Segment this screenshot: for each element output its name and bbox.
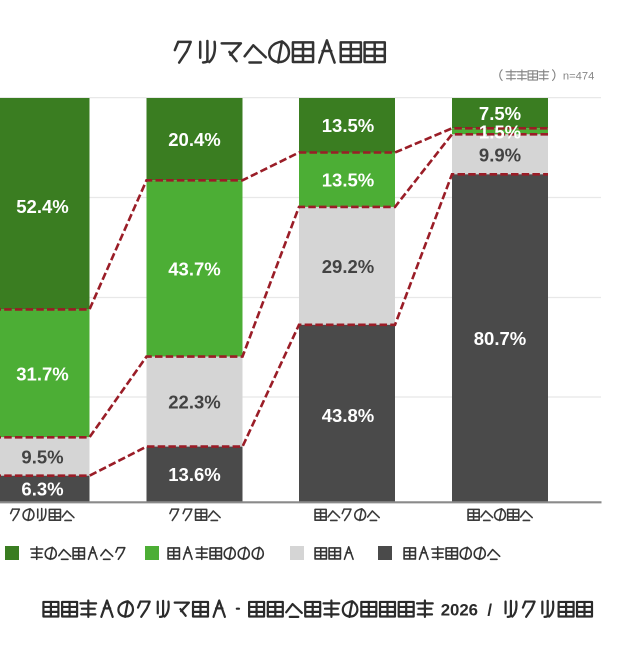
svg-text:52.4%: 52.4% bbox=[16, 196, 68, 217]
svg-text:29.2%: 29.2% bbox=[322, 256, 374, 277]
svg-text:9.9%: 9.9% bbox=[479, 144, 521, 165]
svg-text:1.5%: 1.5% bbox=[479, 121, 521, 142]
svg-text:13.5%: 13.5% bbox=[322, 170, 374, 191]
svg-text:80.7%: 80.7% bbox=[474, 328, 526, 349]
svg-text:43.8%: 43.8% bbox=[322, 405, 374, 426]
svg-text:43.7%: 43.7% bbox=[168, 259, 220, 280]
svg-text:13.6%: 13.6% bbox=[168, 464, 220, 485]
svg-text:22.3%: 22.3% bbox=[168, 392, 220, 413]
svg-text:6.3%: 6.3% bbox=[21, 479, 63, 500]
svg-text:13.5%: 13.5% bbox=[322, 115, 374, 136]
svg-text:31.7%: 31.7% bbox=[16, 363, 68, 384]
svg-text:n=474: n=474 bbox=[563, 71, 594, 83]
svg-text:9.5%: 9.5% bbox=[21, 447, 63, 468]
svg-text:2026 /: 2026 / bbox=[441, 601, 493, 620]
svg-text:20.4%: 20.4% bbox=[168, 129, 220, 150]
svg-text:7.5%: 7.5% bbox=[479, 103, 521, 124]
